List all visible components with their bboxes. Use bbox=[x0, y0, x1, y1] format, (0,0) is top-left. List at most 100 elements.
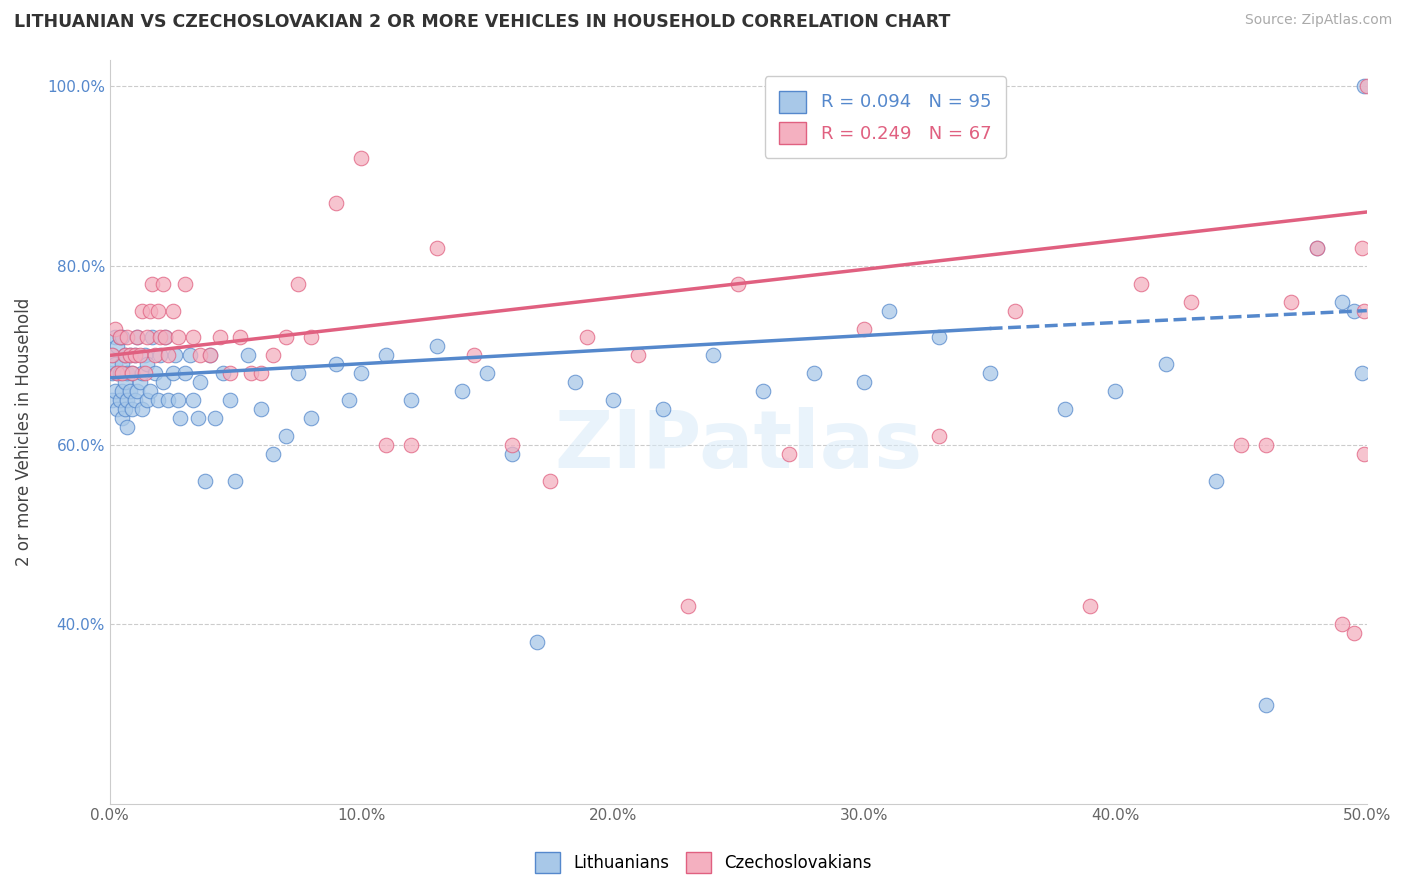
Point bbox=[139, 303, 162, 318]
Point bbox=[1305, 241, 1327, 255]
Point bbox=[229, 330, 252, 344]
Point bbox=[136, 393, 159, 408]
Point bbox=[299, 411, 322, 425]
Point bbox=[114, 376, 136, 390]
Point bbox=[117, 420, 139, 434]
Point bbox=[188, 348, 211, 362]
Point bbox=[101, 393, 124, 408]
Point bbox=[121, 367, 143, 381]
Point bbox=[104, 357, 127, 371]
Point bbox=[131, 303, 153, 318]
Point bbox=[702, 348, 724, 362]
Point bbox=[149, 330, 172, 344]
Point bbox=[104, 330, 127, 344]
Point bbox=[450, 384, 472, 399]
Point bbox=[108, 330, 131, 344]
Point bbox=[337, 393, 360, 408]
Point bbox=[152, 277, 174, 291]
Point bbox=[121, 402, 143, 417]
Point bbox=[602, 393, 624, 408]
Point bbox=[538, 474, 561, 488]
Point bbox=[105, 402, 128, 417]
Point bbox=[129, 376, 152, 390]
Point bbox=[149, 348, 172, 362]
Y-axis label: 2 or more Vehicles in Household: 2 or more Vehicles in Household bbox=[15, 298, 32, 566]
Point bbox=[124, 393, 146, 408]
Point bbox=[156, 348, 179, 362]
Point bbox=[127, 330, 149, 344]
Point bbox=[136, 330, 159, 344]
Point bbox=[1353, 79, 1375, 94]
Point bbox=[1330, 294, 1353, 309]
Point bbox=[564, 376, 586, 390]
Point bbox=[104, 384, 127, 399]
Point bbox=[200, 348, 222, 362]
Point bbox=[153, 330, 176, 344]
Point bbox=[117, 393, 139, 408]
Point bbox=[166, 393, 188, 408]
Point bbox=[1353, 447, 1375, 461]
Point bbox=[1351, 367, 1374, 381]
Legend: R = 0.094   N = 95, R = 0.249   N = 67: R = 0.094 N = 95, R = 0.249 N = 67 bbox=[765, 76, 1005, 158]
Point bbox=[325, 196, 347, 211]
Point bbox=[501, 438, 523, 452]
Point bbox=[108, 393, 131, 408]
Point bbox=[475, 367, 498, 381]
Point bbox=[651, 402, 673, 417]
Point bbox=[131, 402, 153, 417]
Point bbox=[375, 438, 398, 452]
Point bbox=[209, 330, 232, 344]
Point bbox=[212, 367, 235, 381]
Point bbox=[979, 367, 1001, 381]
Point bbox=[204, 411, 226, 425]
Point bbox=[350, 367, 373, 381]
Point bbox=[1256, 698, 1278, 712]
Point bbox=[105, 339, 128, 353]
Point bbox=[274, 330, 297, 344]
Point bbox=[181, 330, 204, 344]
Point bbox=[426, 339, 449, 353]
Point bbox=[121, 367, 143, 381]
Point bbox=[853, 376, 876, 390]
Point bbox=[928, 429, 950, 443]
Point bbox=[152, 376, 174, 390]
Point bbox=[877, 303, 900, 318]
Point bbox=[1343, 303, 1365, 318]
Point bbox=[194, 474, 217, 488]
Point bbox=[375, 348, 398, 362]
Point bbox=[101, 348, 124, 362]
Point bbox=[162, 367, 184, 381]
Point bbox=[727, 277, 749, 291]
Point bbox=[141, 330, 163, 344]
Text: ZIPatlas: ZIPatlas bbox=[554, 408, 922, 485]
Point bbox=[200, 348, 222, 362]
Point bbox=[1129, 277, 1152, 291]
Point bbox=[249, 402, 271, 417]
Point bbox=[162, 303, 184, 318]
Point bbox=[187, 411, 209, 425]
Point bbox=[778, 447, 800, 461]
Point bbox=[124, 348, 146, 362]
Point bbox=[1305, 241, 1327, 255]
Point bbox=[576, 330, 599, 344]
Point bbox=[153, 330, 176, 344]
Point bbox=[501, 447, 523, 461]
Point bbox=[136, 357, 159, 371]
Point bbox=[118, 348, 141, 362]
Point bbox=[118, 348, 141, 362]
Point bbox=[262, 447, 284, 461]
Point bbox=[1230, 438, 1253, 452]
Point bbox=[401, 438, 423, 452]
Point bbox=[350, 151, 373, 165]
Point bbox=[143, 367, 166, 381]
Point bbox=[111, 367, 134, 381]
Point bbox=[111, 330, 134, 344]
Point bbox=[274, 429, 297, 443]
Point bbox=[1351, 241, 1374, 255]
Point bbox=[1180, 294, 1202, 309]
Point bbox=[426, 241, 449, 255]
Point bbox=[139, 384, 162, 399]
Point bbox=[287, 277, 309, 291]
Point bbox=[129, 348, 152, 362]
Point bbox=[928, 330, 950, 344]
